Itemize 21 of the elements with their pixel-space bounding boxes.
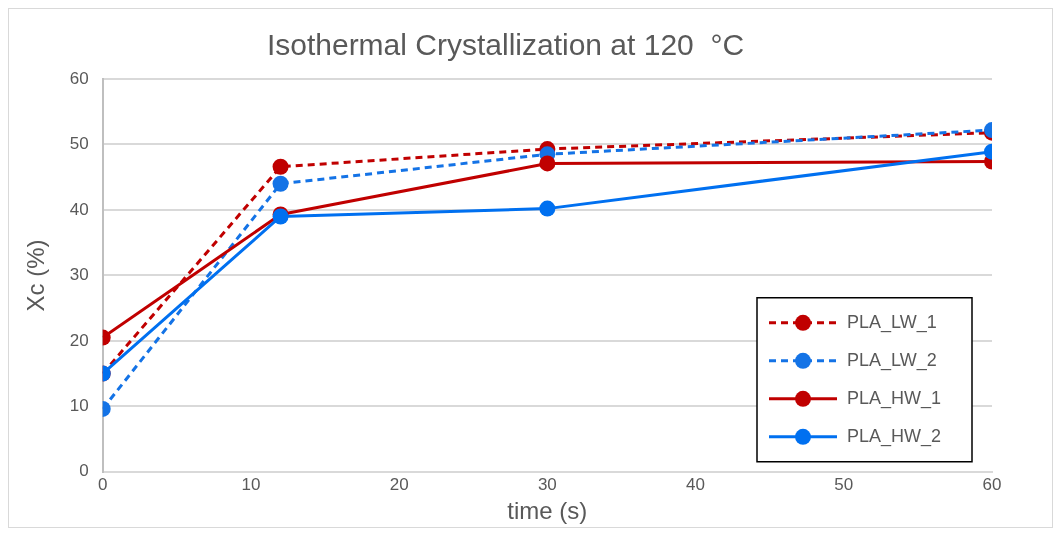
y-tick-label: 40	[69, 199, 89, 219]
x-tick-label: 0	[97, 474, 108, 494]
x-tick-label: 10	[241, 474, 261, 494]
x-tick-label: 60	[982, 474, 1002, 494]
chart-title: Isothermal Crystallization at 120 °C	[266, 28, 745, 62]
y-tick-label: 30	[69, 265, 89, 285]
legend-label: PLA_LW_2	[847, 349, 937, 371]
legend-label: PLA_LW_1	[847, 311, 937, 333]
y-tick-label: 50	[69, 134, 89, 154]
y-tick-label: 20	[69, 330, 89, 350]
y-tick-label: 10	[69, 396, 89, 416]
x-tick-label: 20	[389, 474, 409, 494]
x-axis-title: time (s)	[507, 497, 588, 525]
legend-label: PLA_HW_1	[847, 387, 942, 409]
y-axis-title: Xc (%)	[22, 239, 50, 312]
x-tick-label: 50	[834, 474, 854, 494]
y-tick-label: 0	[79, 461, 89, 481]
legend-label: PLA_HW_2	[847, 425, 942, 447]
x-tick-label: 30	[537, 474, 557, 494]
x-tick-label: 40	[686, 474, 706, 494]
y-tick-label: 60	[69, 68, 89, 88]
